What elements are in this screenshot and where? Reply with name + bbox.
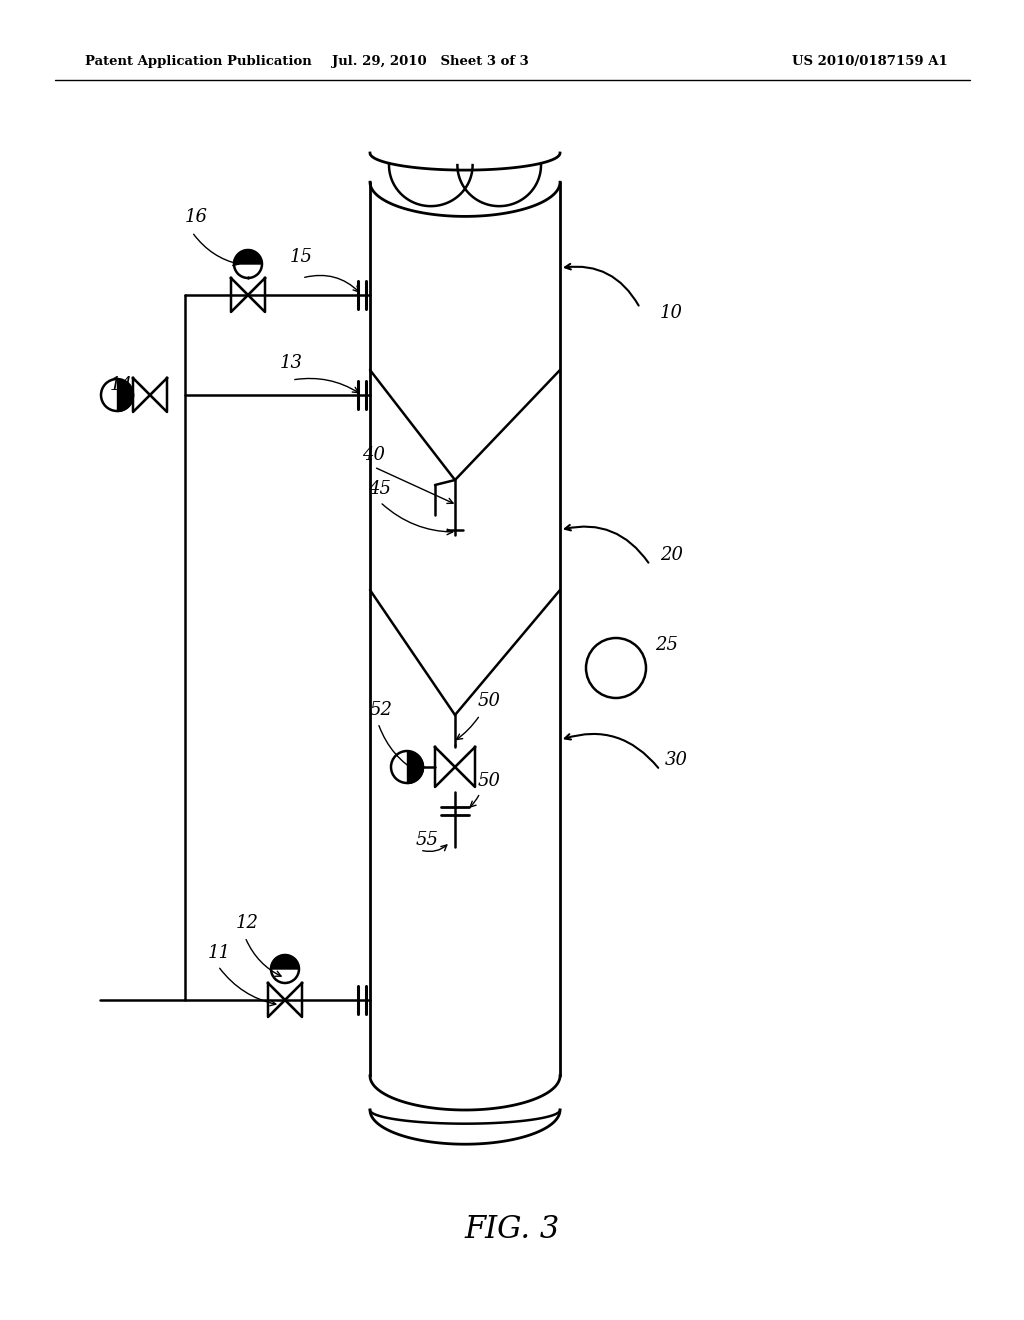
Text: 11: 11 <box>208 944 231 962</box>
Text: Patent Application Publication: Patent Application Publication <box>85 55 311 69</box>
Text: 25: 25 <box>655 636 678 653</box>
Text: 45: 45 <box>368 480 391 498</box>
Text: 50: 50 <box>478 692 501 710</box>
Text: 40: 40 <box>362 446 385 465</box>
Text: 52: 52 <box>370 701 393 719</box>
Text: Jul. 29, 2010   Sheet 3 of 3: Jul. 29, 2010 Sheet 3 of 3 <box>332 55 528 69</box>
Polygon shape <box>271 954 299 969</box>
Text: 10: 10 <box>660 304 683 322</box>
Text: 12: 12 <box>236 913 259 932</box>
Text: US 2010/0187159 A1: US 2010/0187159 A1 <box>793 55 948 69</box>
Text: 20: 20 <box>660 546 683 564</box>
Text: 30: 30 <box>665 751 688 770</box>
Text: 55: 55 <box>416 832 439 849</box>
Text: 13: 13 <box>280 354 303 372</box>
Text: 16: 16 <box>185 209 208 226</box>
Text: 15: 15 <box>290 248 313 267</box>
Text: 14: 14 <box>110 376 133 393</box>
Polygon shape <box>234 249 262 264</box>
Text: FIG. 3: FIG. 3 <box>464 1214 560 1246</box>
Text: 50: 50 <box>478 772 501 789</box>
